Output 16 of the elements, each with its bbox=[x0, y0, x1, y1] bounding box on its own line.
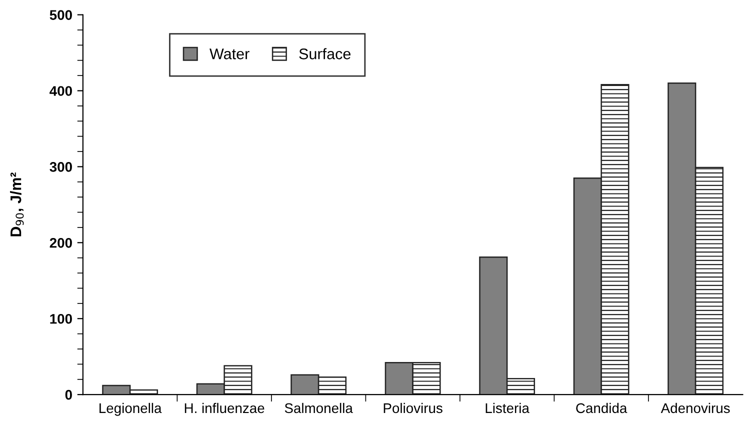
y-tick-label: 100 bbox=[50, 314, 72, 324]
x-tick-label: Candida bbox=[576, 402, 628, 414]
x-tick-label: Listeria bbox=[486, 402, 530, 414]
y-tick-label: 500 bbox=[50, 10, 72, 20]
y-axis-title: D$_{90}$, J/m² bbox=[10, 172, 24, 236]
x-tick-label: Adenovirus bbox=[660, 402, 730, 414]
x-tick-label: Salmonella bbox=[284, 402, 353, 414]
legend-label: Surface bbox=[299, 48, 351, 60]
x-tick-label: Legionella bbox=[100, 402, 162, 416]
x-tick-label: H. influenzae bbox=[184, 402, 264, 414]
y-tick-label: 200 bbox=[50, 238, 72, 248]
y-tick-label: 0 bbox=[65, 390, 72, 400]
y-tick-label: 400 bbox=[50, 86, 72, 96]
y-tick-label: 300 bbox=[50, 162, 72, 172]
legend-label: Water bbox=[210, 48, 250, 60]
x-tick-label: Poliovirus bbox=[384, 402, 442, 414]
